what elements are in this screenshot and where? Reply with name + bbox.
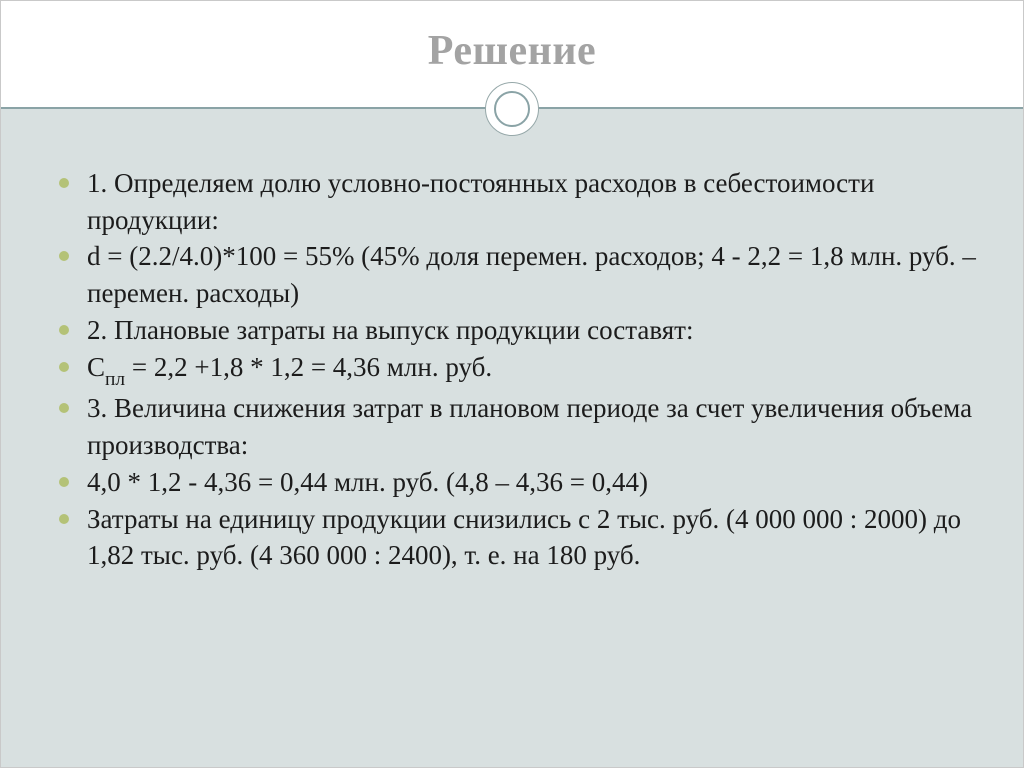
bullet-list: 1. Определяем долю условно-постоянных ра… xyxy=(59,165,977,574)
title-divider xyxy=(1,109,1023,163)
bullet-text: 1. Определяем долю условно-постоянных ра… xyxy=(87,168,874,235)
slide-title: Решение xyxy=(428,27,596,75)
slide-frame: Решение 1. Определяем долю условно-посто… xyxy=(0,0,1024,768)
bullet-text: Затраты на единицу продукции снизились с… xyxy=(87,504,961,571)
bullet-text: 3. Величина снижения затрат в плановом п… xyxy=(87,393,972,460)
list-item: 3. Величина снижения затрат в плановом п… xyxy=(59,390,977,463)
list-item: Спл = 2,2 +1,8 * 1,2 = 4,36 млн. руб. xyxy=(59,349,977,391)
bullet-text: 4,0 * 1,2 - 4,36 = 0,44 млн. руб. (4,8 –… xyxy=(87,467,648,497)
list-item: 2. Плановые затраты на выпуск продукции … xyxy=(59,312,977,349)
decorative-ring-outer xyxy=(485,82,539,136)
bullet-text: d = (2.2/4.0)*100 = 55% (45% доля переме… xyxy=(87,241,976,308)
list-item: d = (2.2/4.0)*100 = 55% (45% доля переме… xyxy=(59,238,977,311)
list-item: 4,0 * 1,2 - 4,36 = 0,44 млн. руб. (4,8 –… xyxy=(59,464,977,501)
bullet-text-post: = 2,2 +1,8 * 1,2 = 4,36 млн. руб. xyxy=(125,352,492,382)
bullet-text: 2. Плановые затраты на выпуск продукции … xyxy=(87,315,693,345)
bullet-text-pre: С xyxy=(87,352,105,382)
list-item: Затраты на единицу продукции снизились с… xyxy=(59,501,977,574)
slide-body: 1. Определяем долю условно-постоянных ра… xyxy=(1,163,1023,767)
subscript: пл xyxy=(105,369,125,390)
decorative-ring-inner xyxy=(494,91,530,127)
list-item: 1. Определяем долю условно-постоянных ра… xyxy=(59,165,977,238)
